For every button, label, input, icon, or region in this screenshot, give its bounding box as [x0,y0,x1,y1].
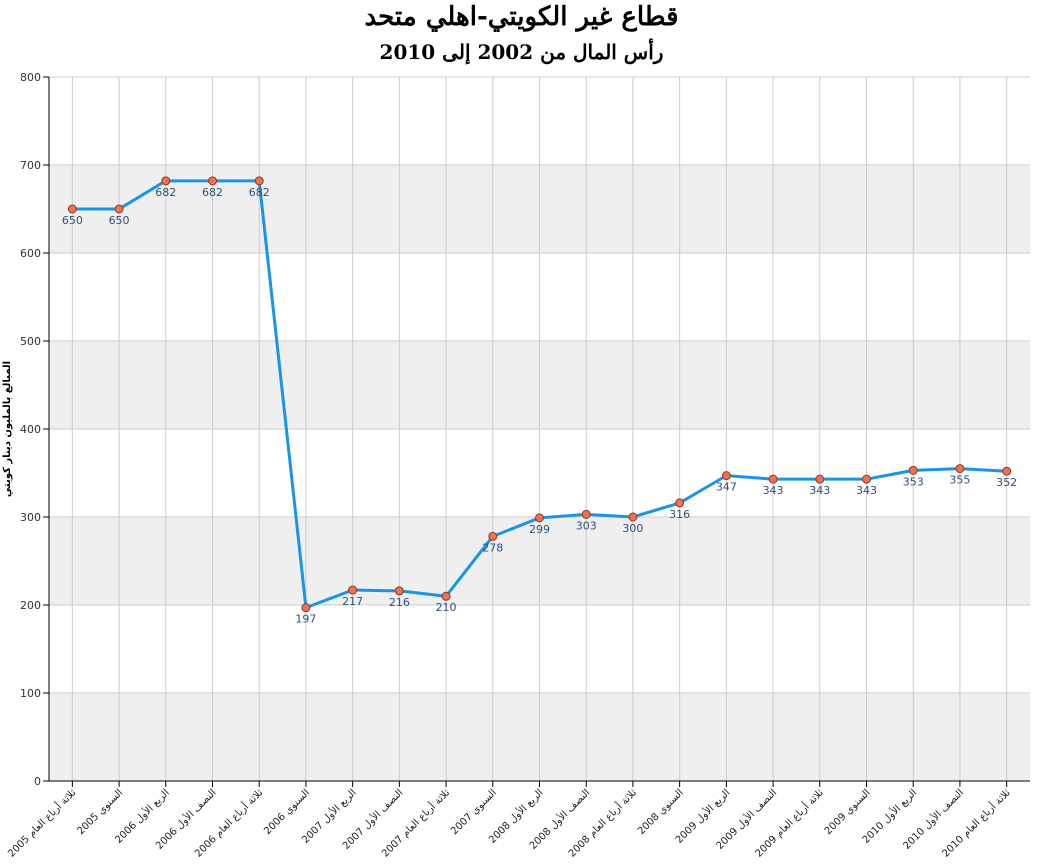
data-label: 343 [856,484,877,497]
data-point [675,498,685,508]
y-tick-label: 600 [20,247,41,260]
chart-title: قطاع غير الكويتي-اهلي متحد [364,2,679,32]
x-tick-label: السنوي 2005 [75,787,125,837]
data-label: 343 [809,484,830,497]
data-point [721,471,731,481]
data-point [581,509,591,519]
data-point [1002,466,1012,476]
data-label: 343 [763,484,784,497]
data-label: 682 [202,186,223,199]
data-label: 300 [622,522,643,535]
y-axis-ticks: 0 100 200 300 400 500 600 700 800 [20,71,49,788]
data-point [862,474,871,484]
data-point [114,204,124,214]
data-label: 682 [155,186,176,199]
data-point [815,474,825,484]
data-label: 217 [342,595,363,608]
data-point [301,603,311,613]
x-tick-label: السنوي 2007 [449,787,499,837]
data-label: 303 [576,519,597,532]
data-point [348,585,358,595]
data-label: 278 [482,541,503,554]
x-tick-label: ثلاثة أرباع العام 2005 [5,786,79,860]
data-label: 682 [249,186,270,199]
data-point [394,586,404,596]
data-label: 355 [949,474,970,487]
data-point [161,176,171,186]
y-tick-label: 300 [20,511,41,524]
data-point [628,512,638,522]
data-point [908,465,918,475]
y-tick-label: 100 [20,687,41,700]
data-label: 347 [716,481,737,494]
data-label: 197 [295,613,316,626]
x-tick-label: السنوي 2008 [636,787,686,837]
data-label: 216 [389,596,410,609]
y-tick-label: 800 [20,71,41,84]
y-tick-label: 0 [34,775,41,788]
y-tick-label: 500 [20,335,41,348]
data-label: 316 [669,508,690,521]
data-point [254,176,264,186]
data-point [67,204,77,214]
y-tick-label: 200 [20,599,41,612]
data-label: 650 [109,214,130,227]
data-labels: 650 650 682 682 682 197 217 216 210 278 299 303 300 3… [62,186,1017,626]
data-label: 650 [62,214,83,227]
data-label: 352 [996,476,1017,489]
data-point [441,591,451,601]
data-point [768,474,778,484]
series-layer [67,176,1012,613]
data-point [208,176,217,186]
data-point [955,464,965,474]
y-tick-label: 400 [20,423,41,436]
chart-subtitle: رأس المال من 2002 إلى 2010 [379,40,664,64]
data-label: 353 [903,475,924,488]
x-tick-label: السنوي 2009 [823,787,873,837]
data-point [535,513,544,523]
y-axis-label: المبالغ بالمليون دينار كويتي [2,361,13,497]
x-tick-label: السنوي 2006 [262,787,312,837]
y-tick-label: 700 [20,159,41,172]
data-label: 210 [436,601,457,614]
data-point [488,531,498,541]
data-label: 299 [529,523,550,536]
